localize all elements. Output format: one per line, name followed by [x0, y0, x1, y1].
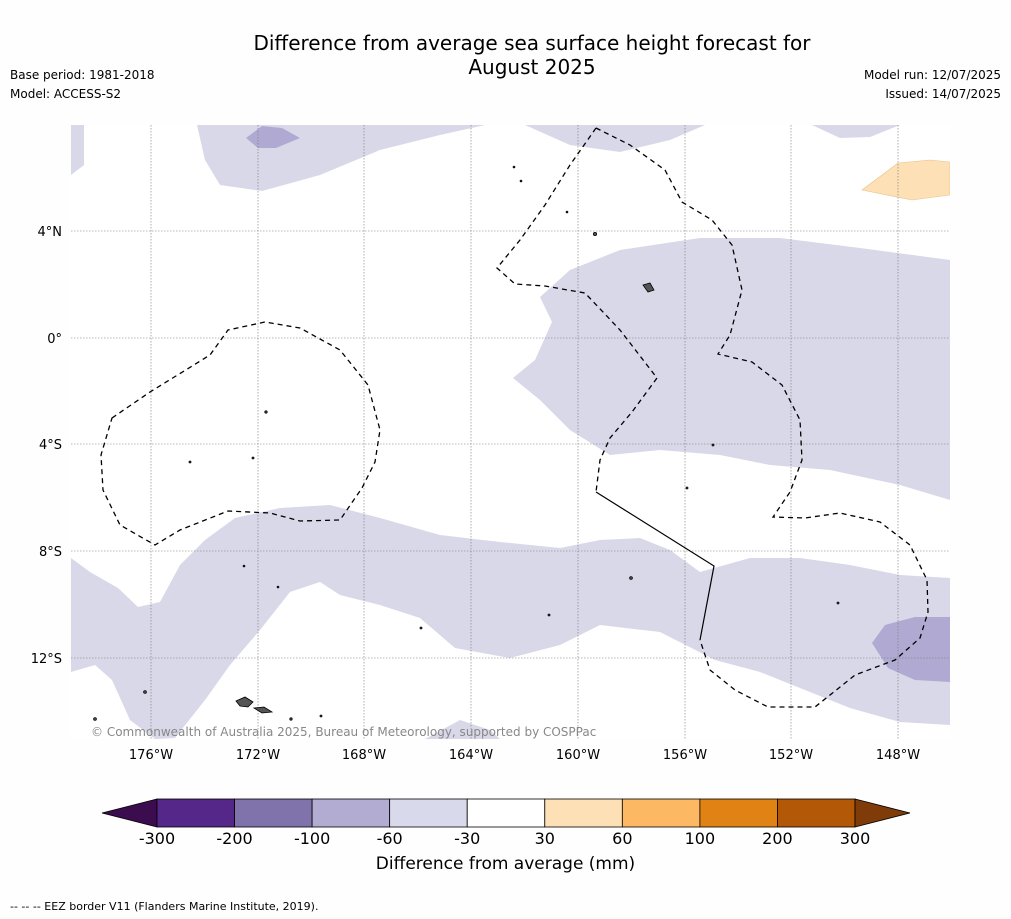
meta-right: Model run: 12/07/2025 Issued: 14/07/2025 [864, 66, 1001, 104]
lon-label: 176°W [129, 748, 173, 763]
lat-label: 0° [47, 332, 62, 347]
colorbar-tick-label: -300 [138, 829, 176, 848]
colorbar-segment [234, 798, 313, 828]
title-line-2: August 2025 [468, 55, 596, 79]
anomaly-region-equatorial [513, 238, 950, 500]
title-line-1: Difference from average sea surface heig… [253, 31, 811, 55]
colorbar-extension-high [854, 798, 911, 828]
islands [93, 165, 840, 721]
island-dot [593, 231, 598, 236]
colorbar-segment [466, 798, 546, 828]
map-title: Difference from average sea surface heig… [0, 31, 1011, 79]
island-dot [264, 410, 268, 414]
colorbar-tick-label: -30 [454, 829, 481, 848]
model-name: Model: ACCESS-S2 [10, 87, 122, 101]
base-period: Base period: 1981-2018 [10, 68, 155, 82]
colorbar-tick-label: 300 [839, 829, 871, 848]
colorbar-tick-label: 30 [534, 829, 555, 848]
colorbar-tick-label: 60 [612, 829, 633, 848]
island-dot [419, 626, 423, 630]
lon-label: 156°W [663, 748, 707, 763]
anomaly-region-strong-south-east [872, 617, 950, 682]
anomaly-region-north-west [71, 125, 84, 175]
island-atoll-a [642, 282, 655, 293]
eez-borders [100, 127, 929, 708]
longitude-labels: 176°W 172°W 168°W 164°W 160°W 156°W 152°… [129, 748, 920, 763]
colorbar-tick-label: -200 [216, 829, 253, 848]
lat-label: 4°S [39, 438, 62, 453]
colorbar-extension-low [101, 798, 158, 828]
model-run: Model run: 12/07/2025 [863, 68, 1001, 82]
eez-footnote: -- -- -- EEZ border V11 (Flanders Marine… [10, 900, 319, 913]
island-dot [836, 601, 840, 605]
eez-border-tokelau-phoenix [100, 321, 381, 546]
map-copyright: © Commonwealth of Australia 2025, Bureau… [91, 725, 596, 739]
lat-label: 8°S [39, 545, 62, 560]
colorbar-segment [621, 798, 701, 828]
lat-label: 4°N [38, 225, 63, 240]
island-dot [276, 585, 280, 589]
island-dot [565, 210, 569, 214]
anomaly-region-south-band [71, 505, 950, 739]
island-dot [685, 486, 689, 490]
anomaly-region-north-center [525, 125, 705, 152]
colorbar-tick-label: -100 [293, 829, 331, 848]
lon-label: 172°W [236, 748, 280, 763]
colorbar-segment [156, 798, 235, 828]
colorbar-tick-label: -60 [376, 829, 403, 848]
lon-label: 148°W [876, 748, 920, 763]
island-dot [93, 717, 97, 721]
lon-label: 152°W [769, 748, 813, 763]
island-dot [512, 165, 516, 169]
island-dot [289, 717, 293, 721]
island-dot [188, 460, 192, 464]
anomaly-region-strong-north [246, 126, 300, 148]
anomaly-region-north-east [812, 125, 900, 138]
colorbar-title: Difference from average (mm) [375, 854, 636, 874]
colorbar-segment [699, 798, 778, 828]
island-samoa-west [235, 696, 254, 708]
island-dot [711, 443, 715, 447]
lon-label: 168°W [342, 748, 386, 763]
lon-label: 164°W [449, 748, 493, 763]
colorbar-tick-label: 200 [762, 829, 793, 848]
island-dot [143, 690, 147, 694]
island-samoa-east [252, 706, 274, 714]
colorbar-segment [777, 798, 856, 828]
anomaly-region-south-bottom [425, 720, 500, 739]
colorbar-segment [311, 798, 391, 828]
island-dot [519, 179, 523, 183]
island-dot [251, 456, 255, 460]
colorbar-segment [544, 798, 623, 828]
meta-left: Base period: 1981-2018 Model: ACCESS-S2 [10, 66, 155, 104]
colorbar [101, 798, 911, 828]
colorbar-segment [389, 798, 468, 828]
latitude-labels: 4°N 0° 4°S 8°S 12°S [31, 225, 62, 667]
anomaly-region-positive-north-east [861, 159, 950, 201]
lon-label: 160°W [556, 748, 600, 763]
island-dot [547, 613, 551, 617]
eez-border-central [496, 127, 658, 493]
island-dot [242, 564, 246, 568]
eez-border-line-islands [595, 127, 929, 708]
lat-label: 12°S [31, 652, 62, 667]
graticule [71, 125, 950, 739]
issued-date: Issued: 14/07/2025 [885, 87, 1001, 101]
island-dot [319, 714, 323, 718]
eez-border-solid [595, 491, 715, 641]
island-dot [629, 576, 633, 580]
colorbar-tick-label: 100 [684, 829, 716, 848]
